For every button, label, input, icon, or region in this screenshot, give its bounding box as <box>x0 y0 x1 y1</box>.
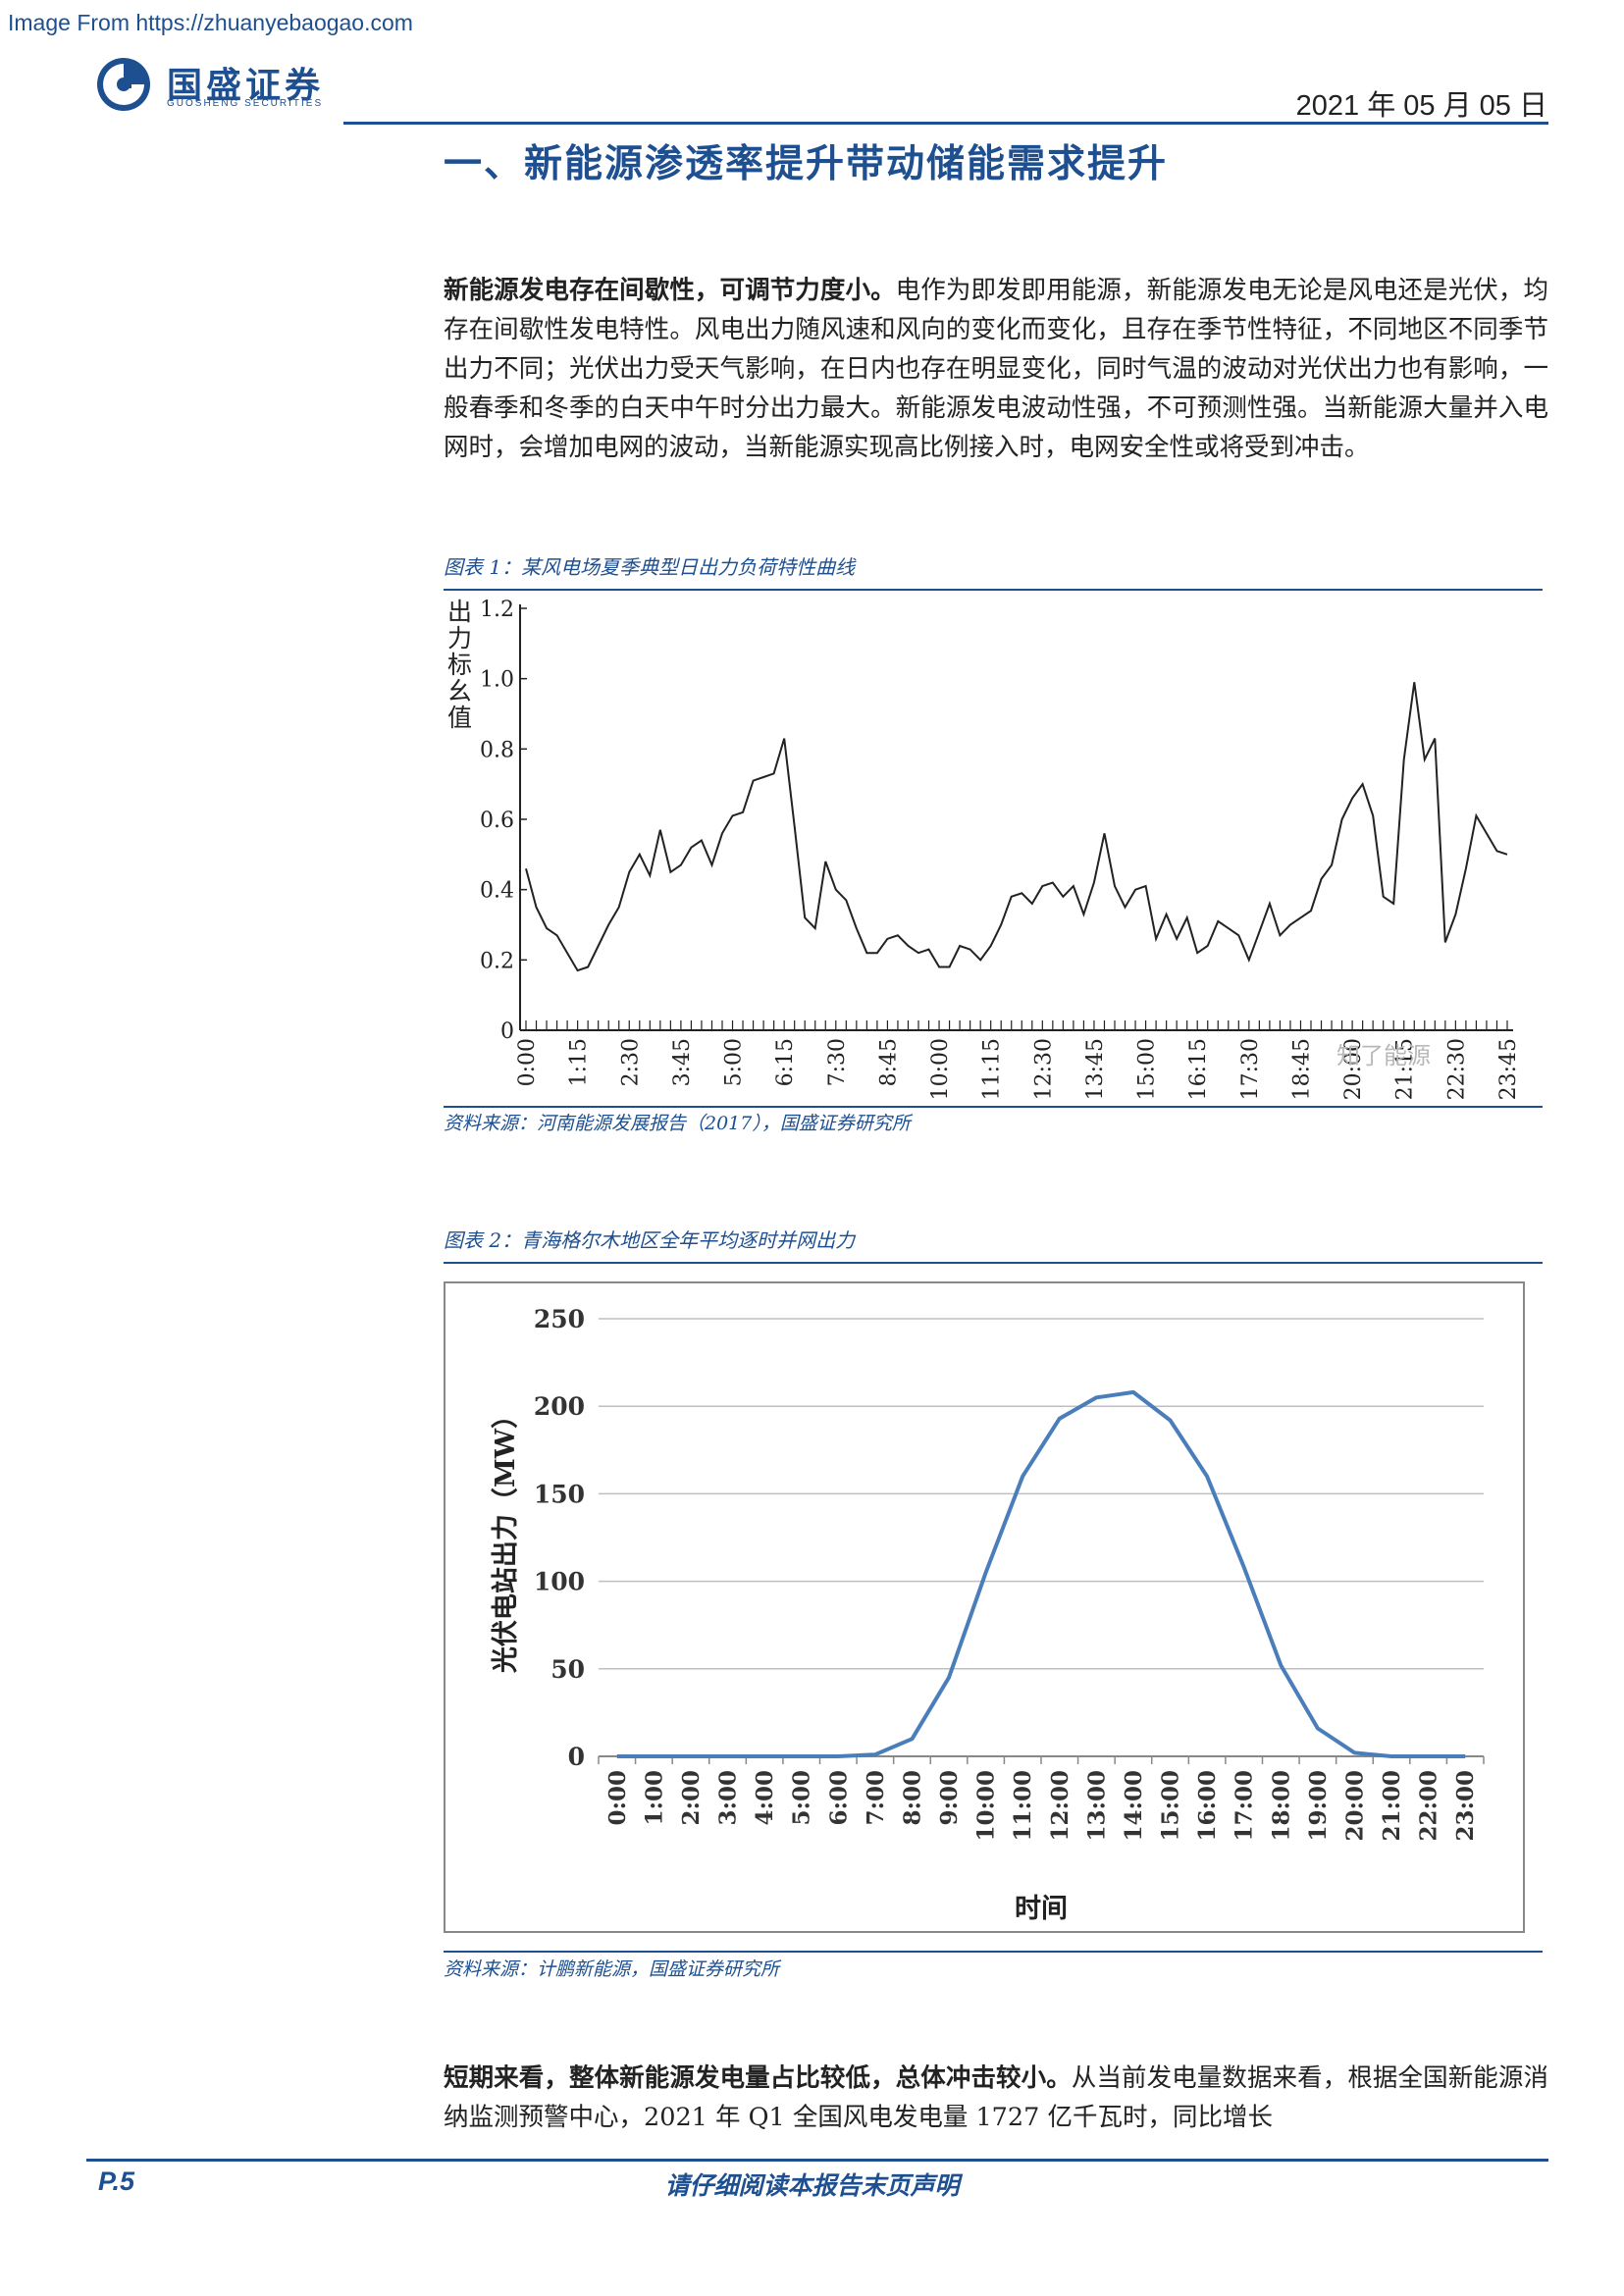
report-date: 2021 年 05 月 05 日 <box>1295 90 1547 122</box>
x-tick-label: 15:00 <box>1158 1770 1184 1842</box>
x-tick-label: 4:00 <box>752 1770 778 1826</box>
x-tick-label: 19:00 <box>1305 1770 1332 1842</box>
x-tick-label: 22:00 <box>1416 1770 1442 1842</box>
y-tick-label: 1.2 <box>480 598 514 622</box>
x-tick-label: 16:15 <box>1186 1038 1211 1100</box>
company-name-english: GUOSHENG SECURITIES <box>167 98 324 109</box>
x-tick-label: 23:00 <box>1452 1770 1479 1842</box>
source-watermark: Image From https://zhuanyebaogao.com <box>8 10 413 35</box>
company-logo-icon <box>97 58 150 111</box>
x-tick-label: 22:30 <box>1444 1038 1469 1100</box>
y-axis-label-char: 幺 <box>447 677 472 705</box>
x-tick-label: 14:00 <box>1121 1770 1147 1842</box>
figure1-source: 资料来源：河南能源发展报告（2017），国盛证券研究所 <box>444 1113 911 1134</box>
solar-output-chart: 0 50 100 150 200 250 0:00 1:00 2:00 3:00 4:00 5:00 6… <box>444 1281 1525 1933</box>
paragraph-short-term: 短期来看，整体新能源发电量占比较低，总体冲击较小。从当前发电量数据来看，根据全国… <box>444 2059 1548 2137</box>
paragraph-intermittency: 新能源发电存在间歇性，可调节力度小。电作为即发即用能源，新能源发电无论是风电还是… <box>444 271 1548 467</box>
x-tick-label: 9:00 <box>936 1770 963 1826</box>
y-tick-label: 0.4 <box>480 879 514 904</box>
figure1-bottom-rule <box>444 1106 1543 1108</box>
paragraph-lead: 短期来看，整体新能源发电量占比较低，总体冲击较小。 <box>444 2063 1072 2093</box>
x-tick-label: 21:00 <box>1379 1770 1405 1842</box>
x-tick-label: 6:15 <box>773 1038 798 1086</box>
x-tick-label: 1:00 <box>641 1770 667 1826</box>
x-tick-label: 21:15 <box>1393 1038 1418 1100</box>
chart-frame <box>444 1281 1525 1933</box>
figure2-caption: 图表 2：青海格尔木地区全年平均逐时并网出力 <box>444 1228 856 1252</box>
x-tick-label: 18:00 <box>1268 1770 1294 1842</box>
y-tick-label: 150 <box>534 1480 585 1508</box>
y-tick-label: 0.2 <box>480 949 514 973</box>
x-tick-label: 12:00 <box>1047 1770 1074 1842</box>
x-tick-label: 20:00 <box>1341 1038 1366 1100</box>
x-tick-label: 0:00 <box>604 1770 631 1826</box>
y-tick-label: 250 <box>534 1305 585 1333</box>
x-tick-label: 17:00 <box>1231 1770 1258 1842</box>
x-tick-label: 5:00 <box>789 1770 815 1826</box>
figure1-caption: 图表 1：某风电场夏季典型日出力负荷特性曲线 <box>444 555 856 579</box>
y-tick-label: 0.8 <box>480 738 514 762</box>
section-title: 一、新能源渗透率提升带动储能需求提升 <box>444 142 1169 186</box>
x-tick-label: 7:00 <box>863 1770 889 1826</box>
solar-output-line <box>616 1389 1466 1758</box>
y-axis-label: 光伏电站出力（MW） <box>491 1402 521 1674</box>
y-tick-label: 0 <box>500 1019 514 1044</box>
x-tick-label: 8:45 <box>876 1038 901 1086</box>
x-tick-label: 10:00 <box>928 1038 953 1100</box>
y-axis-label-char: 值 <box>447 704 472 732</box>
x-axis-label: 时间 <box>1015 1894 1068 1924</box>
y-tick-label: 0 <box>568 1743 585 1771</box>
x-tick-label: 11:00 <box>1010 1770 1036 1842</box>
figure2-bottom-rule <box>444 1951 1543 1953</box>
x-tick-label: 20:00 <box>1341 1770 1368 1842</box>
y-tick-label: 50 <box>550 1655 585 1684</box>
x-tick-label: 13:45 <box>1083 1038 1108 1100</box>
x-tick-label: 1:15 <box>567 1038 592 1086</box>
y-tick-label: 100 <box>534 1568 585 1596</box>
y-axis-label-char: 标 <box>447 651 472 679</box>
x-tick-label: 3:00 <box>715 1770 742 1826</box>
figure1-top-rule <box>444 589 1543 591</box>
y-tick-label: 200 <box>534 1392 585 1421</box>
x-tick-label: 5:00 <box>722 1038 747 1086</box>
x-tick-label: 18:45 <box>1289 1038 1314 1100</box>
x-tick-label: 13:00 <box>1083 1770 1110 1842</box>
y-axis-label-char: 出 <box>447 598 472 626</box>
x-tick-label: 16:00 <box>1194 1770 1221 1842</box>
y-tick-label: 0.6 <box>480 809 514 833</box>
x-tick-label: 8:00 <box>899 1770 925 1826</box>
header-divider <box>343 122 1548 125</box>
x-tick-label: 15:00 <box>1135 1038 1160 1100</box>
footer-disclaimer: 请仔细阅读本报告末页声明 <box>664 2171 960 2200</box>
x-tick-label: 2:30 <box>618 1038 643 1086</box>
x-tick-label: 0:00 <box>515 1038 540 1086</box>
figure2-source: 资料来源：计鹏新能源，国盛证券研究所 <box>444 1958 780 1980</box>
chart-watermark: 知了能源 <box>1336 1042 1431 1070</box>
x-tick-label: 6:00 <box>825 1770 852 1826</box>
x-tick-label: 12:30 <box>1031 1038 1056 1100</box>
paragraph-body: 从当前发电量数据来看，根据全国新能源消纳监测预警中心，2021 年 Q1 全国风… <box>444 2063 1548 2132</box>
x-tick-label: 10:00 <box>973 1770 1000 1842</box>
company-name: 国盛证券 <box>167 66 325 106</box>
wind-output-line <box>525 682 1508 972</box>
y-axis-label-char: 力 <box>447 624 472 652</box>
x-tick-label: 7:30 <box>825 1038 850 1086</box>
x-tick-label: 17:30 <box>1238 1038 1263 1100</box>
page-number: P.5 <box>98 2166 135 2196</box>
footer-divider <box>86 2159 1548 2162</box>
y-tick-label: 1.0 <box>480 668 514 693</box>
x-tick-label: 23:45 <box>1496 1038 1521 1100</box>
paragraph-body: 电作为即发即用能源，新能源发电无论是风电还是光伏，均存在间歇性发电特性。风电出力… <box>444 276 1548 462</box>
x-tick-label: 3:45 <box>670 1038 695 1086</box>
figure2-top-rule <box>444 1262 1543 1264</box>
paragraph-lead: 新能源发电存在间歇性，可调节力度小。 <box>444 276 896 305</box>
x-tick-label: 11:15 <box>980 1038 1005 1100</box>
x-tick-label: 2:00 <box>678 1770 705 1826</box>
